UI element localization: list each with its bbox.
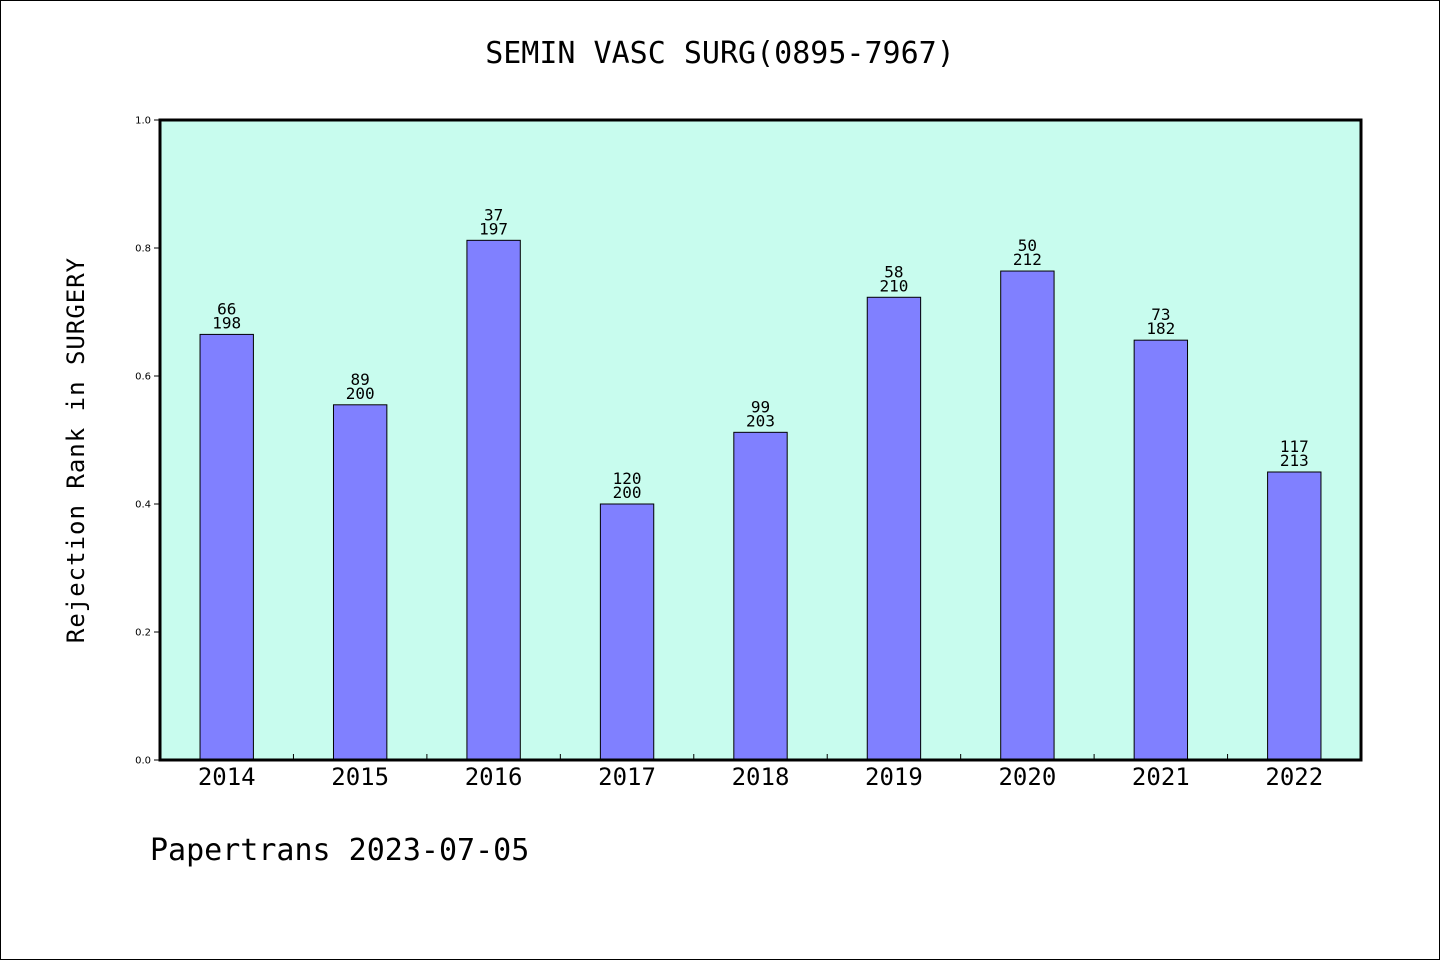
bar-label-top: 73 bbox=[1151, 305, 1170, 324]
bar-label-top: 50 bbox=[1018, 236, 1037, 255]
bar-label-bottom: 182 bbox=[1146, 319, 1175, 338]
bar-label-top: 117 bbox=[1280, 437, 1309, 456]
bar bbox=[332, 404, 388, 761]
bar-label-bottom: 200 bbox=[613, 483, 642, 502]
y-tick-label: 1.0 bbox=[135, 116, 151, 127]
x-tick-label: 2017 bbox=[598, 763, 656, 791]
bar-label-top: 89 bbox=[351, 370, 370, 389]
y-tick-label: 0.6 bbox=[135, 372, 151, 383]
x-tick-label: 2022 bbox=[1265, 763, 1323, 791]
y-tick-label: 0.0 bbox=[135, 756, 151, 767]
bar-label-bottom: 200 bbox=[346, 384, 375, 403]
bar bbox=[1133, 339, 1189, 761]
x-tick-label: 2018 bbox=[732, 763, 790, 791]
bar bbox=[1000, 270, 1055, 761]
bar-label-bottom: 197 bbox=[479, 219, 508, 238]
bar-label-bottom: 210 bbox=[879, 276, 908, 295]
y-tick-label: 0.4 bbox=[135, 500, 151, 511]
bar bbox=[599, 503, 655, 761]
x-tick-label: 2014 bbox=[198, 763, 256, 791]
bar-label-top: 66 bbox=[217, 299, 236, 318]
footer-text: Papertrans 2023-07-05 bbox=[150, 833, 530, 868]
bar-label-top: 37 bbox=[484, 205, 503, 224]
x-tick-label: 2021 bbox=[1132, 763, 1190, 791]
chart-title: SEMIN VASC SURG(0895-7967) bbox=[485, 36, 955, 71]
bar-label-top: 120 bbox=[613, 469, 642, 488]
bar-label-top: 58 bbox=[884, 262, 903, 281]
bar-label-bottom: 213 bbox=[1280, 451, 1309, 470]
bar-label-bottom: 203 bbox=[746, 411, 775, 430]
x-tick-label: 2020 bbox=[998, 763, 1056, 791]
bar bbox=[1267, 471, 1322, 761]
bar bbox=[199, 333, 254, 761]
bar bbox=[866, 296, 922, 761]
bar-label-bottom: 198 bbox=[212, 313, 241, 332]
bar-label-bottom: 212 bbox=[1013, 250, 1042, 269]
x-tick-label: 2015 bbox=[331, 763, 389, 791]
x-tick-label: 2016 bbox=[465, 763, 523, 791]
y-tick-label: 0.8 bbox=[135, 244, 151, 255]
x-tick-label: 2019 bbox=[865, 763, 923, 791]
plot-border bbox=[158, 118, 1363, 762]
bar-label-top: 99 bbox=[751, 397, 770, 416]
bar bbox=[733, 431, 788, 761]
bar bbox=[466, 239, 521, 761]
y-tick-label: 0.2 bbox=[135, 628, 151, 639]
